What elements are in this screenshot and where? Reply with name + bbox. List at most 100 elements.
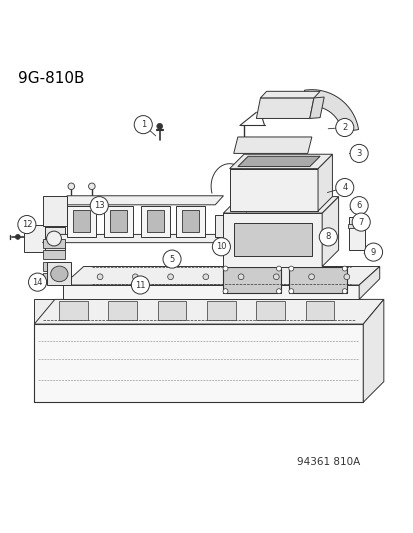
Circle shape (318, 228, 337, 246)
Polygon shape (229, 168, 317, 211)
Polygon shape (34, 324, 362, 402)
Polygon shape (223, 213, 321, 266)
Circle shape (343, 274, 349, 280)
Circle shape (18, 215, 36, 233)
Polygon shape (233, 223, 311, 256)
Text: 4: 4 (341, 183, 347, 192)
Polygon shape (176, 206, 204, 237)
Circle shape (237, 274, 243, 280)
Polygon shape (256, 98, 313, 118)
Polygon shape (223, 197, 338, 213)
Text: 1: 1 (140, 120, 145, 129)
Bar (157, 302, 186, 320)
Text: 6: 6 (356, 201, 361, 210)
Circle shape (88, 183, 95, 190)
Circle shape (157, 124, 162, 129)
Circle shape (131, 276, 149, 294)
Bar (206, 302, 235, 320)
Polygon shape (43, 273, 65, 282)
Text: 3: 3 (356, 149, 361, 158)
Circle shape (342, 289, 347, 294)
Bar (305, 302, 334, 320)
Circle shape (349, 197, 367, 215)
Polygon shape (63, 266, 379, 285)
Polygon shape (43, 239, 65, 248)
Polygon shape (223, 266, 280, 293)
Polygon shape (182, 210, 198, 231)
Polygon shape (147, 210, 164, 231)
Polygon shape (47, 262, 71, 285)
Polygon shape (104, 206, 133, 237)
Polygon shape (43, 262, 65, 271)
Polygon shape (141, 206, 170, 237)
Circle shape (335, 118, 353, 136)
Text: 8: 8 (325, 232, 330, 241)
Polygon shape (317, 154, 332, 211)
Circle shape (288, 289, 293, 294)
Polygon shape (110, 210, 126, 231)
Circle shape (342, 266, 347, 271)
Circle shape (363, 243, 382, 261)
Polygon shape (43, 228, 65, 250)
Circle shape (351, 213, 369, 231)
Polygon shape (67, 206, 96, 237)
Circle shape (288, 266, 293, 271)
Bar (256, 302, 285, 320)
Polygon shape (321, 197, 338, 266)
Circle shape (68, 183, 74, 190)
Circle shape (132, 274, 138, 280)
Ellipse shape (51, 266, 68, 282)
Polygon shape (73, 210, 90, 231)
Circle shape (335, 179, 353, 197)
Polygon shape (260, 91, 319, 98)
Polygon shape (34, 300, 362, 324)
Circle shape (349, 144, 367, 163)
Circle shape (90, 197, 108, 215)
Circle shape (276, 289, 281, 294)
Text: 14: 14 (32, 278, 43, 287)
Bar (108, 302, 137, 320)
Text: 13: 13 (94, 201, 104, 210)
Circle shape (202, 274, 208, 280)
Polygon shape (362, 300, 383, 402)
Text: 12: 12 (21, 220, 32, 229)
Polygon shape (34, 300, 383, 324)
Polygon shape (358, 266, 379, 300)
Polygon shape (59, 196, 223, 205)
Circle shape (28, 273, 47, 291)
Circle shape (308, 274, 314, 280)
Circle shape (134, 116, 152, 134)
Circle shape (15, 235, 20, 239)
Polygon shape (43, 250, 65, 259)
Text: 11: 11 (135, 280, 145, 289)
Circle shape (212, 238, 230, 256)
Bar (59, 302, 88, 320)
Circle shape (276, 266, 281, 271)
Polygon shape (347, 224, 353, 228)
Polygon shape (34, 324, 92, 402)
Circle shape (223, 266, 228, 271)
Circle shape (167, 274, 173, 280)
Polygon shape (63, 285, 358, 300)
Circle shape (47, 231, 61, 246)
Polygon shape (304, 90, 358, 132)
Circle shape (97, 274, 103, 280)
Circle shape (353, 201, 357, 205)
Polygon shape (229, 154, 332, 168)
Text: 10: 10 (216, 243, 226, 251)
Text: 9: 9 (370, 248, 375, 256)
Polygon shape (233, 137, 311, 154)
Text: 7: 7 (358, 217, 363, 227)
Circle shape (273, 274, 278, 280)
Text: 94361 810A: 94361 810A (297, 457, 360, 467)
Polygon shape (24, 225, 45, 252)
Text: 2: 2 (341, 123, 347, 132)
Polygon shape (289, 266, 346, 293)
Text: 9G-810B: 9G-810B (18, 71, 84, 86)
Polygon shape (43, 235, 223, 243)
Polygon shape (215, 215, 227, 237)
Polygon shape (237, 156, 319, 167)
Polygon shape (348, 217, 364, 250)
Polygon shape (43, 196, 67, 226)
Text: 5: 5 (169, 255, 174, 264)
